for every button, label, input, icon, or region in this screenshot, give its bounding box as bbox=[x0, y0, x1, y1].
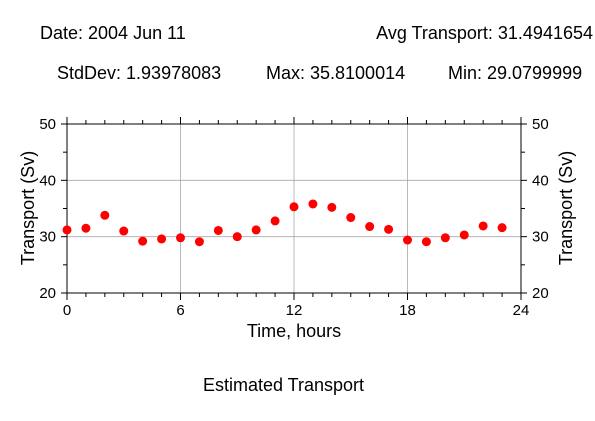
avg-transport-label: Avg Transport: 31.4941654 bbox=[376, 23, 593, 43]
x-tick-label: 12 bbox=[286, 302, 303, 319]
data-point bbox=[421, 237, 431, 247]
data-point bbox=[308, 199, 318, 209]
stddev-label: StdDev: 1.93978083 bbox=[57, 63, 222, 83]
data-point bbox=[213, 225, 223, 235]
y-tick-label-left: 30 bbox=[39, 229, 56, 246]
data-point bbox=[157, 234, 167, 244]
x-tick-label: 24 bbox=[513, 302, 530, 319]
data-point bbox=[459, 230, 469, 240]
min-label: Min: 29.0799999 bbox=[448, 63, 583, 83]
x-tick-label: 18 bbox=[399, 302, 416, 319]
y-tick-label-right: 50 bbox=[532, 116, 549, 133]
chart-caption: Estimated Transport bbox=[202, 375, 365, 395]
y-axis-right-label: Transport (Sv) bbox=[556, 151, 576, 265]
x-axis-label: Time, hours bbox=[247, 321, 341, 341]
y-axis-label: Transport (Sv) bbox=[18, 151, 38, 265]
data-point bbox=[346, 213, 356, 223]
data-point bbox=[138, 236, 148, 246]
data-point bbox=[176, 233, 185, 243]
data-point bbox=[81, 223, 91, 233]
axis-ticks bbox=[61, 117, 527, 300]
data-point bbox=[440, 233, 450, 243]
data-point bbox=[478, 221, 488, 231]
data-point bbox=[289, 202, 299, 212]
data-point bbox=[497, 223, 507, 233]
data-point bbox=[384, 224, 394, 234]
data-point bbox=[100, 210, 110, 220]
y-tick-label-right: 40 bbox=[532, 172, 549, 189]
data-points bbox=[62, 199, 507, 247]
y-tick-label-left: 20 bbox=[39, 285, 56, 302]
y-tick-label-right: 30 bbox=[532, 229, 549, 246]
data-point bbox=[403, 235, 412, 245]
max-label: Max: 35.8100014 bbox=[266, 63, 406, 83]
date-label: Date: 2004 Jun 11 bbox=[40, 23, 186, 43]
x-tick-label: 0 bbox=[63, 302, 71, 319]
data-point bbox=[62, 225, 72, 235]
data-point bbox=[194, 237, 204, 247]
data-point bbox=[365, 222, 375, 232]
data-point bbox=[327, 202, 337, 212]
y-tick-label-right: 20 bbox=[532, 285, 549, 302]
data-point bbox=[232, 232, 242, 242]
data-point bbox=[251, 225, 261, 235]
y-tick-label-left: 40 bbox=[39, 172, 56, 189]
data-point bbox=[119, 226, 129, 236]
x-tick-label: 6 bbox=[176, 302, 184, 319]
y-tick-label-left: 50 bbox=[39, 116, 56, 133]
data-point bbox=[270, 216, 280, 226]
